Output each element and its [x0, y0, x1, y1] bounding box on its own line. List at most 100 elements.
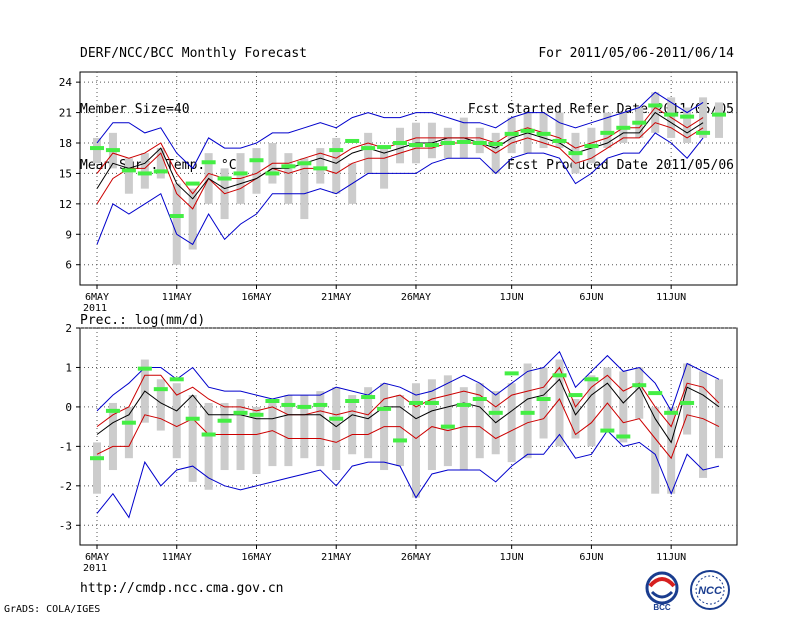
x-year-label: 2011 — [83, 563, 107, 574]
observation-mark — [297, 161, 312, 166]
x-tick-label: 6MAY — [85, 552, 109, 563]
observation-mark — [680, 400, 695, 405]
spread-bar — [156, 148, 165, 179]
observation-mark — [393, 438, 408, 443]
observation-mark — [632, 383, 647, 388]
chart-main-title: DERF/NCC/BCC Monthly Forecast — [80, 46, 307, 61]
spread-bar — [555, 112, 564, 149]
observation-mark — [648, 391, 663, 396]
observation-mark — [233, 171, 248, 176]
observation-mark — [456, 402, 471, 407]
observation-mark — [105, 148, 120, 153]
observation-mark — [488, 142, 503, 147]
observation-mark — [137, 171, 152, 176]
observation-mark — [249, 412, 264, 417]
series-line-lower — [96, 398, 720, 460]
y-tick-label: -2 — [59, 480, 72, 493]
spread-bar — [300, 395, 309, 459]
observation-mark — [584, 377, 599, 382]
spread-bar — [715, 379, 723, 459]
precip-panel-title: Prec.: log(mm/d) — [80, 313, 205, 328]
observation-mark — [377, 145, 392, 150]
observation-mark — [456, 139, 471, 144]
series-line-mean — [96, 378, 720, 444]
x-tick-label: 16MAY — [241, 292, 271, 303]
observation-mark — [440, 141, 455, 145]
spread-bar — [93, 137, 101, 164]
spread-bar — [427, 379, 436, 471]
observation-mark — [520, 128, 535, 133]
spread-bar — [475, 127, 484, 154]
observation-mark — [313, 402, 328, 407]
spread-bar — [364, 132, 373, 174]
observation-mark — [664, 112, 679, 117]
spread-bar — [332, 387, 341, 471]
spread-bar — [587, 375, 596, 447]
x-tick-label: 26MAY — [401, 292, 431, 303]
observation-mark — [552, 138, 567, 143]
spread-bar — [156, 379, 165, 431]
x-tick-label: 16MAY — [241, 552, 271, 563]
observation-mark — [249, 158, 264, 163]
x-tick-label: 21MAY — [321, 292, 351, 303]
observation-mark — [584, 144, 599, 149]
observation-mark — [440, 424, 455, 429]
spread-bar — [459, 387, 468, 471]
observation-mark — [217, 176, 232, 181]
observation-mark — [712, 112, 726, 117]
observation-mark — [201, 432, 216, 437]
series-line-upper — [96, 122, 704, 210]
spread-bar — [667, 406, 676, 494]
spread-bar — [172, 183, 181, 265]
spread-bar — [140, 153, 149, 189]
spread-bar — [555, 359, 564, 447]
observation-mark — [329, 416, 344, 421]
spread-bar — [539, 112, 548, 149]
observation-mark — [568, 151, 583, 156]
spread-bar — [300, 158, 309, 220]
spread-bar — [396, 127, 405, 164]
y-tick-label: 0 — [65, 401, 72, 414]
x-tick-label: 11MAY — [162, 292, 192, 303]
series-line-min — [96, 429, 720, 519]
observation-mark — [90, 456, 104, 461]
y-tick-label: 24 — [59, 76, 73, 89]
observation-mark — [345, 138, 360, 143]
observation-mark — [600, 428, 615, 433]
observation-mark — [169, 377, 184, 382]
observation-mark — [281, 164, 296, 169]
observation-mark — [472, 141, 487, 145]
spread-bar — [683, 363, 692, 435]
spread-bar — [348, 395, 357, 455]
series-line-mean — [96, 111, 704, 200]
spread-bar — [699, 371, 708, 478]
ncc-logo-icon: NCC — [690, 570, 730, 610]
x-year-label: 2011 — [83, 303, 107, 314]
observation-mark — [169, 214, 184, 219]
observation-mark — [680, 114, 695, 119]
spread-bar — [172, 383, 181, 459]
observation-mark — [153, 169, 168, 174]
observation-mark — [185, 416, 200, 421]
observation-mark — [504, 371, 519, 376]
observation-mark — [696, 130, 711, 135]
spread-bar — [220, 402, 229, 471]
observation-mark — [632, 120, 647, 125]
spread-bar — [316, 391, 325, 467]
observation-mark — [361, 395, 376, 400]
observation-mark — [217, 418, 232, 423]
x-tick-label: 21MAY — [321, 552, 351, 563]
spread-bar — [332, 137, 341, 194]
observation-mark — [201, 160, 216, 165]
bcc-logo-text: BCC — [653, 603, 671, 612]
observation-mark — [424, 143, 439, 148]
spread-bar — [571, 399, 580, 439]
source-url[interactable]: http://cmdp.ncc.cma.gov.cn — [80, 581, 284, 596]
observation-mark — [488, 410, 503, 415]
grads-credit: GrADS: COLA/IGES — [4, 604, 101, 615]
spread-bar — [507, 383, 516, 463]
spread-bar — [603, 112, 612, 149]
spread-bar — [683, 107, 692, 143]
observation-mark — [329, 148, 344, 153]
